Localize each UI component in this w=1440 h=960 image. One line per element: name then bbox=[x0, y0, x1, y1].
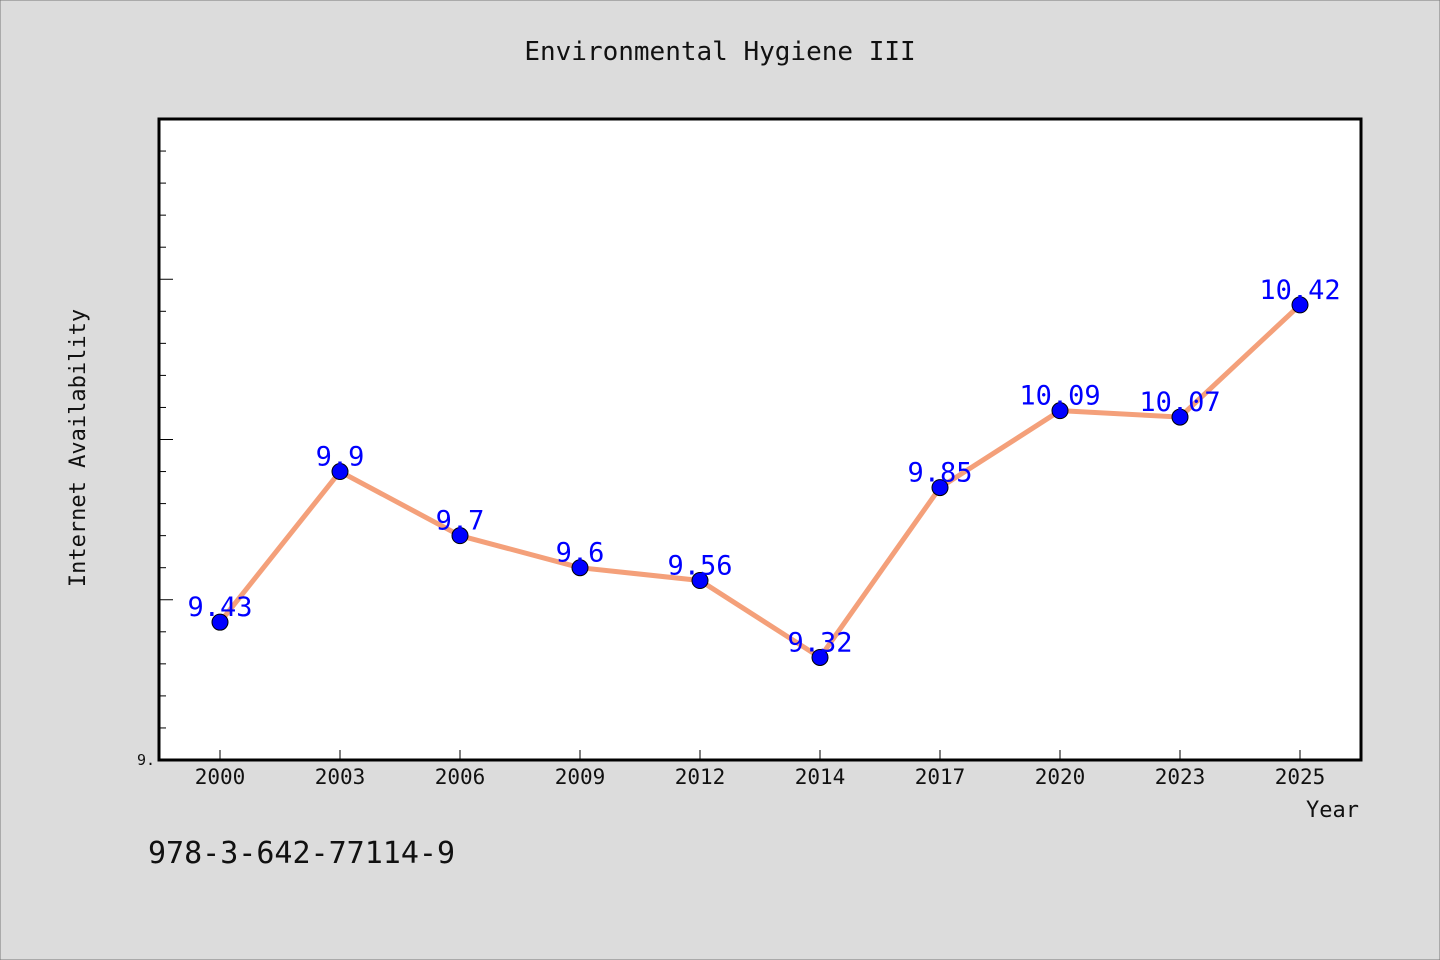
footer-code: 978-3-642-77114-9 bbox=[148, 836, 455, 871]
data-label: 10.09 bbox=[1019, 381, 1100, 412]
data-point-marker bbox=[211, 613, 229, 631]
data-point-marker bbox=[571, 559, 589, 577]
x-tick-label: 2012 bbox=[675, 765, 726, 789]
series-line bbox=[217, 302, 1303, 660]
data-label: 9.43 bbox=[187, 592, 252, 623]
y-tick-label: 9. bbox=[137, 751, 155, 769]
data-point-marker bbox=[331, 463, 349, 481]
x-tick-label: 2025 bbox=[1275, 765, 1326, 789]
data-label: 9.9 bbox=[316, 442, 365, 473]
x-tick-label: 2020 bbox=[1035, 765, 1086, 789]
data-point-marker bbox=[1051, 402, 1069, 420]
data-label: 9.85 bbox=[907, 458, 972, 489]
x-tick-label: 2003 bbox=[315, 765, 366, 789]
data-label: 9.7 bbox=[436, 506, 485, 537]
data-point-marker bbox=[691, 572, 709, 590]
data-point-marker bbox=[1291, 296, 1309, 314]
x-tick-label: 2009 bbox=[555, 765, 606, 789]
x-tick-label: 2000 bbox=[195, 765, 246, 789]
x-tick-label: 2017 bbox=[915, 765, 966, 789]
data-point-marker bbox=[1171, 408, 1189, 426]
x-axis-label: Year bbox=[1306, 798, 1359, 823]
data-point-marker bbox=[451, 527, 469, 545]
x-tick-label: 2023 bbox=[1155, 765, 1206, 789]
y-axis-label: Internet Availability bbox=[66, 309, 91, 587]
chart-title: Environmental Hygiene III bbox=[524, 37, 915, 67]
data-label: 9.6 bbox=[556, 538, 605, 569]
y-axis-ticks: 9. bbox=[137, 118, 173, 769]
data-label: 10.07 bbox=[1139, 387, 1220, 418]
data-label: 9.56 bbox=[667, 551, 732, 582]
x-tick-label: 2006 bbox=[435, 765, 486, 789]
data-point-marker bbox=[811, 648, 829, 666]
x-tick-label: 2014 bbox=[795, 765, 846, 789]
series-group: 9.43 9.9 9.7 9.6 9.56 9.32 9.85 10.09 10.07 10.42 bbox=[187, 275, 1341, 666]
data-point-marker bbox=[931, 479, 949, 497]
data-label: 10.42 bbox=[1259, 275, 1340, 306]
x-axis-ticks: 2000 2003 2006 2009 2012 2014 2017 2020 2023 2025 bbox=[195, 750, 1326, 789]
data-label: 9.32 bbox=[787, 627, 852, 658]
plot-area bbox=[157, 117, 1363, 762]
